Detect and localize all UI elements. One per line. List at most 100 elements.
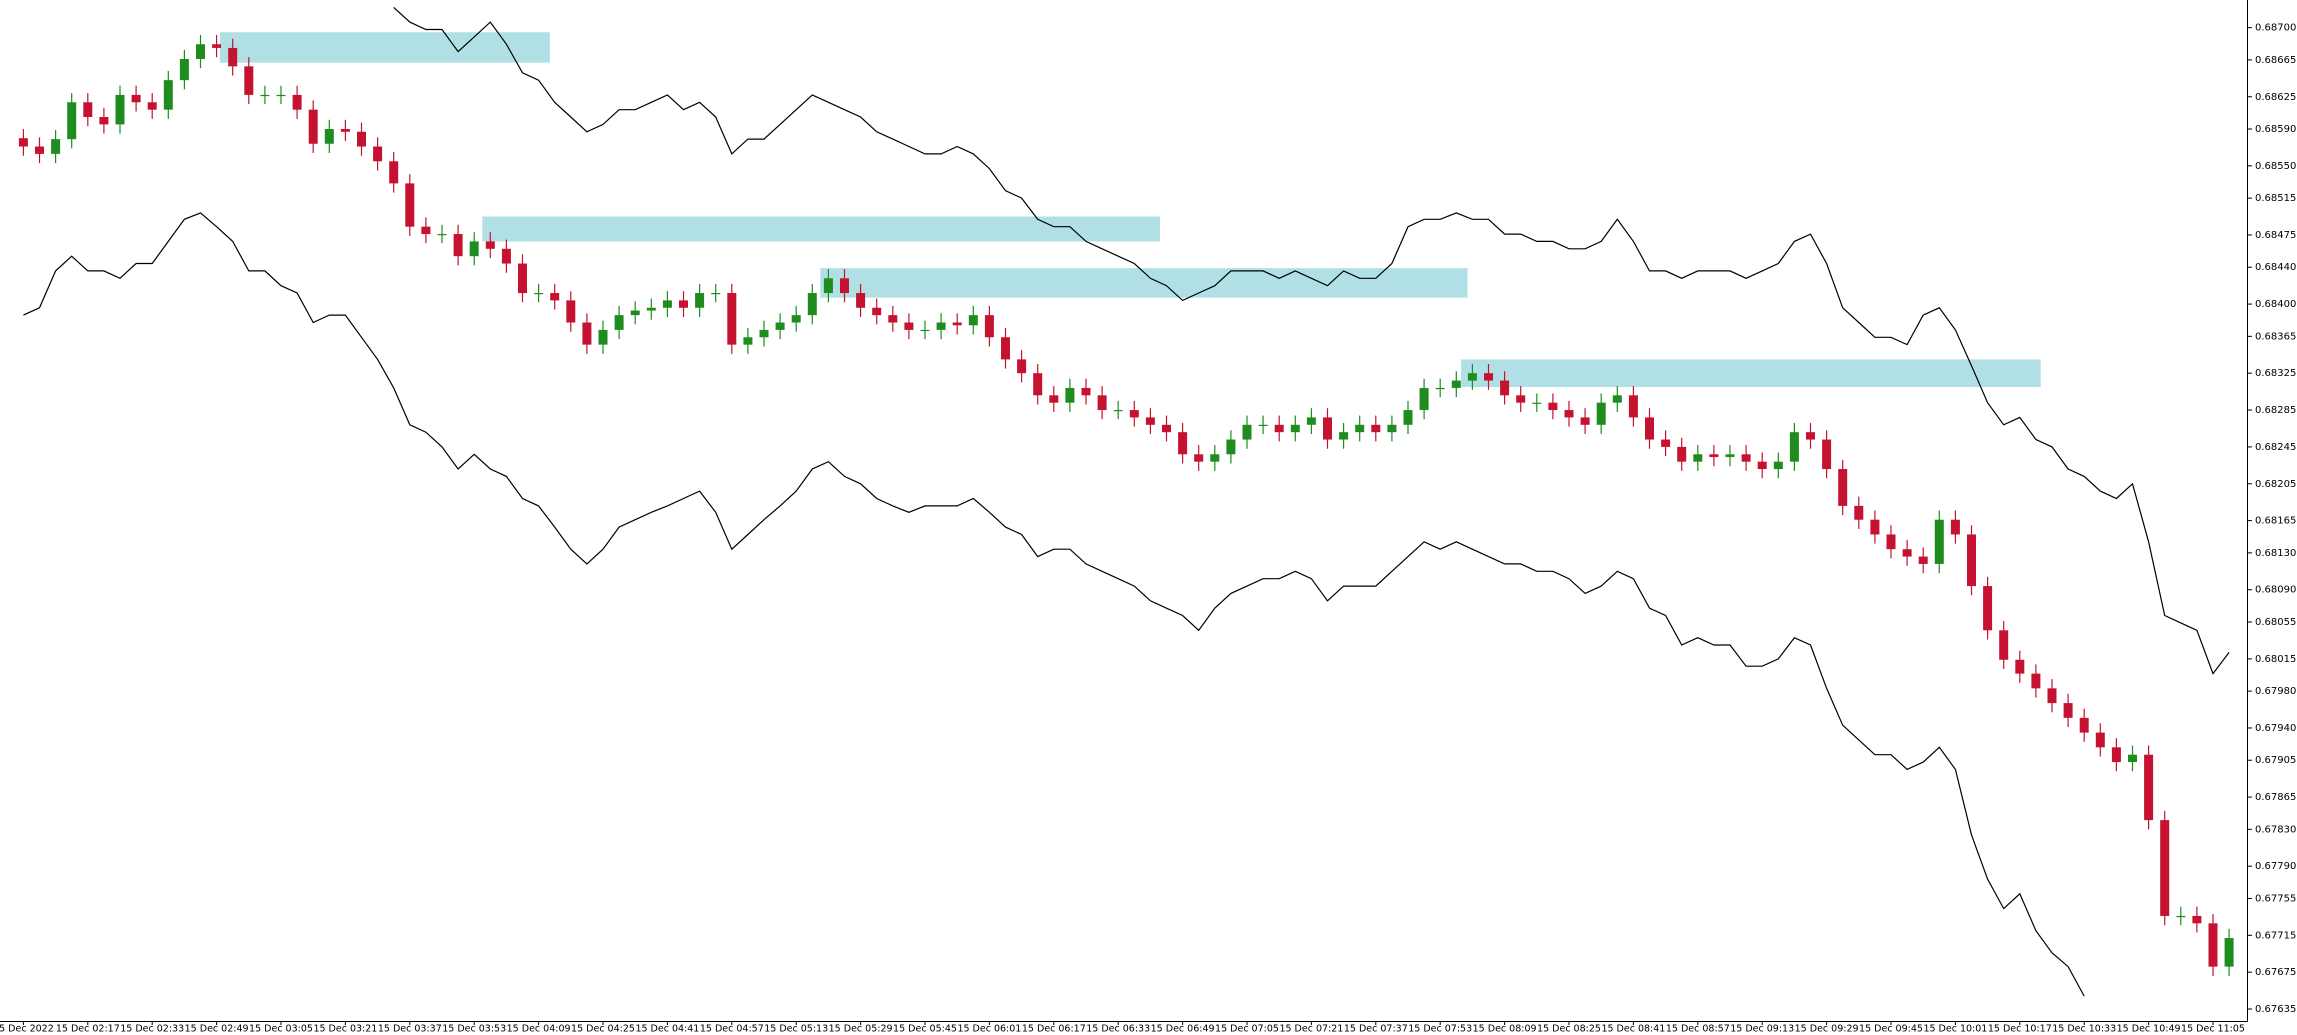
y-tick-label: 0.68700 (2255, 23, 2296, 34)
candle-body (1323, 417, 1332, 440)
candle-body (614, 315, 624, 330)
y-tick-label: 0.67865 (2255, 792, 2296, 803)
candle-body (131, 94, 141, 103)
candle-body (115, 94, 125, 125)
candle-body (357, 131, 366, 147)
candle-body (1162, 424, 1171, 433)
candle-body (695, 293, 705, 308)
candle-body (1306, 417, 1316, 425)
candle-body (35, 146, 44, 154)
candle-body (968, 315, 978, 326)
candle-body (662, 300, 672, 308)
candle-body (534, 293, 544, 295)
candle-body (550, 293, 560, 301)
candle-body (1065, 387, 1075, 403)
y-tick-label: 0.67980 (2255, 686, 2296, 697)
candle-body (308, 109, 318, 144)
candle-body (2160, 820, 2170, 916)
candle-body (1757, 461, 1767, 470)
candle-body (244, 66, 254, 95)
candle-body (1806, 432, 1815, 440)
candle-body (179, 58, 189, 81)
candle-body (1628, 395, 1638, 418)
y-tick-label: 0.67755 (2255, 893, 2296, 904)
candle-body (1419, 387, 1429, 411)
candle-body (1049, 395, 1059, 403)
candle-body (1001, 337, 1010, 360)
candle-body (1226, 439, 1236, 455)
x-tick-label: 15 Dec 09:45 (1859, 1024, 1923, 1035)
candle-body (1548, 402, 1558, 411)
candle-body (1274, 424, 1284, 433)
candle-body (196, 44, 205, 59)
candle-body (1451, 380, 1461, 388)
x-tick-label: 15 Dec 06:33 (1086, 1024, 1150, 1035)
candle-body (711, 293, 721, 295)
candle-body (1661, 439, 1671, 447)
y-tick-label: 0.68205 (2255, 479, 2296, 490)
candle-body (1258, 424, 1268, 427)
candle-body (1403, 410, 1413, 425)
y-tick-label: 0.68400 (2255, 299, 2296, 310)
candle-body (1709, 454, 1719, 458)
candle-body (1145, 417, 1155, 425)
candle-body (1854, 505, 1864, 520)
candle-body (936, 322, 946, 330)
candle-body (1113, 410, 1123, 412)
candle-body (453, 234, 463, 257)
candle-body (1902, 549, 1912, 557)
candle-body (67, 102, 77, 140)
candle-body (582, 322, 592, 345)
y-tick-label: 0.68665 (2255, 55, 2296, 66)
candle-body (630, 310, 640, 316)
candle-body (228, 47, 238, 67)
candle-body (1242, 424, 1252, 440)
candle-body (759, 329, 769, 338)
candle-body (566, 300, 576, 323)
candle-body (1500, 380, 1510, 396)
candle-body (888, 315, 898, 323)
candle-body (1789, 432, 1799, 462)
candle-body (904, 322, 914, 330)
candle-body (856, 293, 866, 308)
candle-body (1886, 534, 1896, 550)
x-tick-label: 15 Dec 10:17 (1988, 1024, 2052, 1035)
x-tick-label: 15 Dec 05:13 (764, 1024, 828, 1035)
candle-body (260, 94, 270, 97)
candle-body (1693, 454, 1703, 462)
candle-body (1387, 424, 1397, 433)
candle-body (775, 322, 785, 330)
y-tick-label: 0.68245 (2255, 442, 2296, 453)
x-tick-label: 15 Dec 04:41 (635, 1024, 699, 1035)
candle-body (1999, 630, 2009, 660)
x-tick-label: 15 Dec 06:01 (957, 1024, 1021, 1035)
candle-body (1677, 446, 1687, 462)
y-tick-label: 0.67790 (2255, 861, 2296, 872)
y-tick-label: 0.67830 (2255, 824, 2296, 835)
y-tick-label: 0.68550 (2255, 161, 2296, 172)
candle-body (421, 226, 431, 235)
candle-body (1097, 395, 1107, 411)
x-tick-label: 15 Dec 2022 (0, 1024, 54, 1035)
candle-body (1822, 439, 1832, 470)
candle-body (18, 138, 28, 147)
candle-body (2031, 673, 2041, 689)
candle-body (952, 322, 962, 326)
candle-body (823, 278, 833, 294)
candle-body (1934, 519, 1944, 564)
candle-body (2015, 659, 2025, 674)
candle-body (984, 315, 994, 338)
candle-body (2208, 923, 2218, 967)
x-tick-label: 15 Dec 05:45 (893, 1024, 957, 1035)
candle-body (807, 293, 817, 316)
candle-body (485, 241, 495, 249)
candle-body (1612, 395, 1622, 403)
candle-body (791, 315, 801, 323)
y-tick-label: 0.68285 (2255, 405, 2296, 416)
y-tick-label: 0.68165 (2255, 516, 2296, 527)
candle-body (405, 183, 415, 227)
zone (219, 32, 550, 63)
candle-body (324, 129, 334, 144)
candle-body (469, 241, 479, 257)
